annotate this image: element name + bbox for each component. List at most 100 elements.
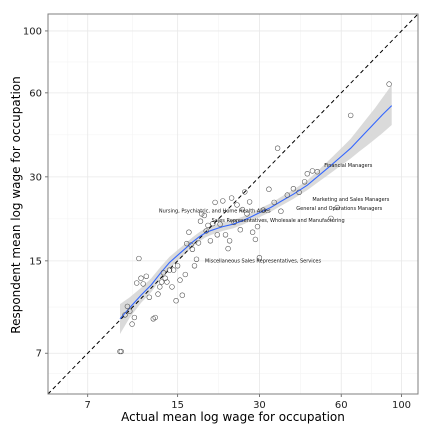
data-point — [274, 145, 281, 151]
smooth-line — [119, 105, 393, 320]
data-point — [124, 303, 131, 310]
data-point — [203, 228, 209, 234]
x-tick-label: 100 — [392, 400, 411, 411]
data-point — [193, 256, 200, 262]
data-points — [117, 81, 392, 355]
data-point — [162, 275, 168, 281]
y-axis-title: Respondent mean log wage for occupation — [9, 76, 23, 333]
data-point — [314, 169, 320, 175]
data-point — [212, 199, 218, 206]
y-tick-label: 15 — [29, 256, 42, 267]
reference-line — [47, 13, 419, 395]
data-point — [152, 314, 158, 321]
data-point — [217, 221, 223, 227]
data-point — [197, 218, 204, 224]
data-point — [328, 215, 334, 222]
data-point — [254, 223, 261, 230]
data-point — [138, 275, 144, 281]
data-point — [118, 348, 124, 355]
data-point — [127, 308, 133, 314]
data-point — [134, 280, 140, 286]
annotation-label: General and Operations Managers — [296, 206, 382, 212]
data-point — [242, 189, 248, 195]
data-point — [304, 171, 310, 177]
data-point — [179, 292, 185, 298]
data-point — [228, 195, 235, 201]
data-point — [157, 284, 163, 290]
data-point — [260, 207, 266, 213]
data-point — [122, 312, 128, 318]
data-point — [222, 232, 229, 238]
data-point — [225, 245, 231, 252]
data-point — [237, 227, 243, 233]
data-point — [150, 316, 156, 322]
data-point — [386, 81, 392, 87]
x-axis-title: Actual mean log wage for occupation — [121, 410, 345, 424]
data-point — [166, 267, 173, 273]
data-point — [160, 270, 167, 276]
data-point — [174, 263, 181, 269]
annotation-label: Nursing, Psychiatric, and Home Health Ai… — [159, 208, 271, 214]
data-point — [231, 219, 237, 226]
x-tick-label: 15 — [171, 400, 184, 411]
data-point — [271, 199, 277, 206]
x-tick-label: 30 — [253, 400, 266, 411]
data-point — [220, 198, 226, 204]
data-point — [186, 229, 192, 235]
data-point — [234, 202, 240, 208]
y-tick-labels: 7 15 30 60 100 — [23, 26, 48, 360]
data-point — [173, 298, 179, 304]
data-point — [205, 222, 211, 229]
data-point — [117, 348, 123, 355]
annotation-label: Financial Managers — [324, 163, 372, 169]
annotation-label: Sales Representatives, Wholesale and Man… — [212, 218, 345, 224]
data-point — [136, 255, 142, 262]
data-point — [146, 294, 152, 300]
data-point — [284, 192, 290, 198]
data-point — [252, 236, 259, 243]
annotation-label: Miscellaneous Sales Representatives, Ser… — [205, 259, 322, 265]
data-point — [164, 279, 170, 285]
x-tick-label: 7 — [85, 400, 91, 411]
grid-lines — [48, 14, 418, 394]
data-point — [170, 267, 177, 273]
annotation-label: Marketing and Sales Managers — [312, 197, 389, 203]
data-point — [182, 271, 188, 278]
data-point — [301, 179, 308, 185]
data-point — [348, 112, 354, 119]
data-point — [290, 186, 297, 192]
x-tick-labels: 7 15 30 60 100 — [85, 394, 411, 411]
y-tick-label: 60 — [29, 88, 42, 99]
data-point — [131, 314, 138, 321]
data-point — [296, 189, 302, 195]
annotations: Financial Managers Marketing and Sales Ma… — [159, 163, 390, 264]
data-point — [143, 273, 149, 279]
x-tick-label: 60 — [335, 400, 348, 411]
data-point — [199, 211, 205, 217]
data-point — [214, 232, 220, 238]
data-point — [207, 238, 214, 244]
y-tick-label: 100 — [23, 26, 42, 37]
data-point — [195, 240, 202, 246]
plot-border — [47, 13, 419, 395]
data-point — [239, 206, 246, 213]
data-point — [266, 186, 272, 192]
data-point — [140, 281, 146, 287]
data-point — [129, 321, 135, 327]
data-point — [169, 284, 175, 290]
data-point — [155, 291, 161, 297]
data-point — [249, 229, 256, 235]
data-point — [244, 211, 250, 217]
data-point — [177, 277, 183, 283]
data-point — [191, 263, 198, 269]
data-point — [189, 246, 196, 252]
data-point — [226, 238, 233, 244]
data-point — [334, 204, 340, 211]
data-point — [159, 279, 165, 285]
data-point — [246, 199, 253, 205]
y-tick-label: 30 — [29, 172, 42, 183]
data-point — [210, 220, 216, 227]
data-point — [256, 255, 263, 261]
data-point — [201, 212, 207, 219]
